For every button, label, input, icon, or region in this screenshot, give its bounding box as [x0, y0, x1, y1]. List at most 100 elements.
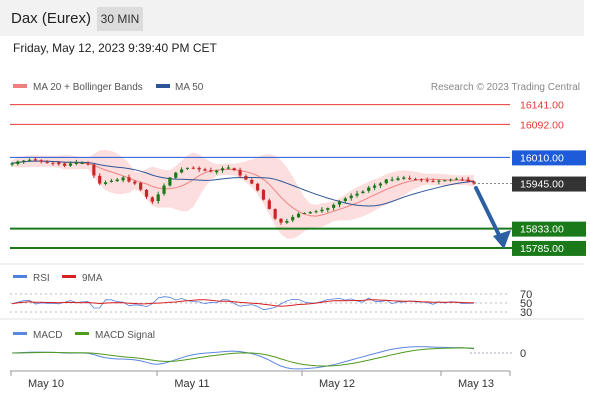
ma20-legend-label: MA 20 + Bollinger Bands — [33, 82, 143, 93]
candle-body — [378, 183, 383, 186]
candle-body — [197, 167, 201, 170]
chart-header: Dax (Eurex) 30 MIN — [0, 0, 584, 36]
candle-body — [179, 169, 184, 173]
candle-body — [302, 212, 307, 214]
support-level-label: 15785.00 — [520, 243, 564, 255]
candle-body — [51, 162, 55, 164]
macd-line — [11, 346, 475, 370]
candle-body — [256, 183, 260, 191]
candle-body — [92, 164, 96, 176]
candle-body — [279, 218, 283, 223]
forecast-arrow — [474, 186, 511, 249]
timeframe-button[interactable]: 30 MIN — [97, 7, 143, 31]
candle-body — [232, 168, 236, 171]
candle-body — [285, 220, 289, 223]
price-tags: 16141.00 16092.00 16010.00 15833.00 15785.00… — [474, 100, 586, 256]
macd-legend-swatch — [13, 332, 27, 335]
ma50-legend-label: MA 50 — [175, 82, 204, 93]
macd-signal-legend-swatch — [75, 332, 89, 335]
candle-body — [419, 179, 423, 181]
candle-body — [22, 160, 26, 162]
candle-body — [16, 161, 20, 165]
candle-body — [191, 167, 195, 169]
candle-body — [250, 179, 254, 184]
candle-body — [74, 162, 78, 164]
candle-body — [68, 163, 73, 166]
candle-body — [45, 161, 49, 163]
candle-body — [109, 180, 114, 182]
candle-body — [174, 172, 178, 178]
candle-body — [454, 178, 459, 180]
candle-body — [332, 204, 336, 208]
chart-datetime: Friday, May 12, 2023 9:39:40 PM CET — [13, 41, 217, 55]
candle-body — [86, 163, 90, 165]
candle-body — [273, 209, 277, 219]
resistance-level-label: 16092.00 — [520, 119, 564, 131]
candle-body — [314, 211, 318, 213]
time-axis-label: May 10 — [28, 378, 64, 390]
ma20-legend-swatch — [13, 84, 27, 88]
candle-body — [291, 216, 295, 221]
candle-body — [203, 169, 207, 171]
candle-body — [39, 160, 43, 162]
candle-body — [449, 179, 453, 181]
candle-body — [355, 193, 359, 196]
candle-body — [209, 170, 213, 172]
candle-body — [384, 179, 388, 184]
candle-body — [144, 189, 149, 197]
candle-body — [396, 178, 400, 181]
copyright-text: Research © 2023 Trading Central — [431, 82, 580, 93]
ma50-line — [11, 160, 475, 207]
candle-body — [443, 180, 447, 182]
candle-body — [244, 176, 248, 180]
candle-body — [337, 201, 342, 205]
candle-body — [361, 191, 365, 194]
rsi-level-label: 50 — [520, 298, 532, 310]
candle-body — [267, 200, 271, 209]
candle-body — [372, 185, 377, 188]
candle-body — [343, 198, 347, 202]
candle-body — [10, 163, 14, 165]
candle-body — [460, 179, 464, 181]
candle-body — [472, 181, 476, 184]
bollinger-band-area — [12, 150, 474, 239]
last-price-label: 15945.00 — [520, 179, 564, 191]
support-level-label: 15833.00 — [520, 224, 564, 236]
candle-body — [33, 159, 37, 161]
candle-body — [27, 159, 32, 161]
candle-body — [156, 194, 160, 202]
macd-signal-legend-label: MACD Signal — [95, 330, 155, 341]
pivot-level-tag — [512, 150, 586, 166]
candle-body — [103, 182, 108, 184]
price-levels — [10, 104, 512, 249]
candle-body — [215, 170, 219, 173]
candle-body — [408, 178, 412, 180]
candle-body — [133, 181, 137, 184]
candles — [10, 157, 476, 225]
candle-body — [320, 209, 324, 212]
candle-body — [425, 180, 429, 182]
macd-zero-label: 0 — [520, 348, 526, 360]
candle-body — [98, 175, 102, 184]
candle-body — [127, 177, 131, 182]
time-axis-label: May 11 — [174, 378, 209, 390]
bollinger-bands — [12, 150, 474, 239]
ma50-legend-swatch — [156, 84, 170, 88]
time-axis: May 10 May 11 May 12 May 13 — [10, 371, 511, 390]
macd-panel — [11, 346, 512, 370]
rsi-legend-label: RSI — [33, 273, 50, 284]
candle-body — [115, 179, 119, 182]
candle-body — [390, 179, 394, 181]
candle-body — [308, 212, 312, 214]
candle-body — [63, 163, 67, 166]
rsi-legend-swatch — [13, 275, 27, 278]
candle-body — [431, 180, 435, 182]
last-price-tag — [512, 176, 586, 192]
support-level-tag — [512, 240, 586, 256]
candle-body — [139, 182, 143, 190]
candle-body — [162, 185, 166, 194]
rsi-ma-line — [11, 299, 475, 307]
candle-body — [261, 189, 266, 200]
time-axis-label: May 12 — [319, 378, 355, 390]
